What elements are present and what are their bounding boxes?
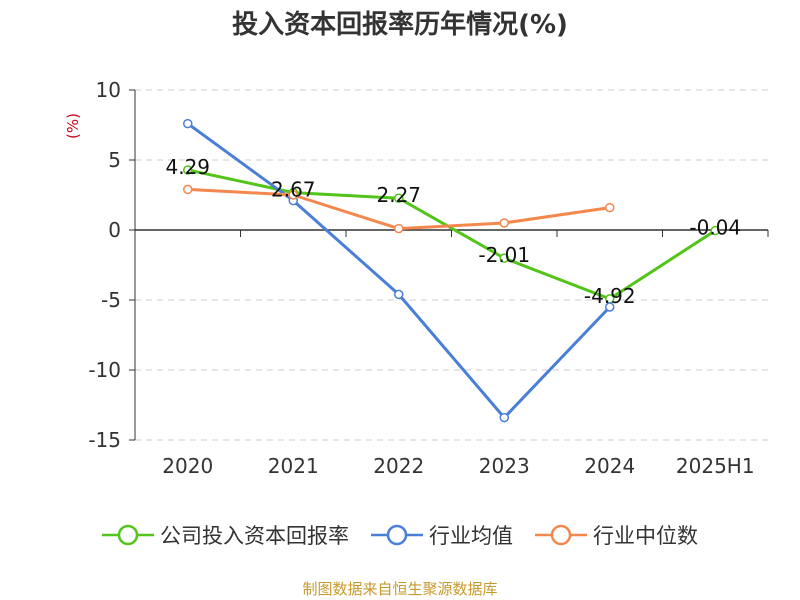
y-tick-label: -5 (101, 288, 121, 312)
data-point (183, 165, 193, 175)
legend-item[interactable]: 公司投入资本回报率 (102, 520, 349, 550)
y-tick-label: 0 (108, 218, 121, 242)
x-tick-label: 2025H1 (676, 454, 755, 478)
source-note: 制图数据来自恒生聚源数据库 (302, 580, 498, 598)
gridlines (135, 89, 768, 441)
series-lines (186, 122, 717, 420)
data-point (499, 253, 509, 263)
x-tick-label: 2023 (479, 454, 530, 478)
legend-marker-icon (371, 524, 423, 546)
series-line-1 (186, 122, 611, 420)
legend-item[interactable]: 行业中位数 (535, 520, 698, 550)
data-labels: 4.29 2.67 2.27 -2.01 -4.92 -0.04 (165, 155, 741, 308)
data-label: -4.92 (584, 284, 636, 308)
data-label: 4.29 (165, 155, 210, 179)
legend-item[interactable]: 行业均值 (371, 520, 513, 550)
data-point (499, 412, 509, 423)
legend-marker-icon (535, 524, 587, 546)
y-tick-label: -10 (88, 358, 121, 382)
chart-title: 投入资本回报率历年情况(%) (232, 10, 568, 40)
y-tick-label: 5 (108, 148, 121, 172)
data-point (288, 190, 298, 200)
data-label: -0.04 (689, 216, 741, 240)
legend: 公司投入资本回报率 行业均值 行业中位数 (0, 520, 800, 550)
y-tick-label: -15 (88, 428, 121, 452)
data-point (183, 184, 193, 195)
x-tick-label: 2022 (373, 454, 424, 478)
series-points (183, 118, 720, 423)
x-tick-label: 2020 (162, 454, 213, 478)
y-axis-label: (%) (64, 113, 82, 139)
legend-label: 行业均值 (429, 524, 513, 548)
legend-marker-icon (102, 524, 154, 546)
data-point (499, 218, 509, 228)
data-point (605, 202, 615, 213)
y-tick-label: 10 (96, 78, 121, 102)
data-label: 2.67 (271, 178, 316, 202)
x-tick-label: 2024 (584, 454, 635, 478)
data-point (394, 223, 404, 234)
data-label: 2.27 (376, 183, 421, 207)
data-point (183, 118, 193, 129)
data-point (394, 193, 404, 203)
data-point (710, 225, 720, 236)
data-label: -2.01 (478, 243, 530, 267)
axes: 10 5 0 -5 -10 -15 2020 2021 2022 2023 2024 2025H1 (%… (64, 78, 769, 478)
data-point (394, 289, 404, 300)
data-point (605, 302, 615, 312)
legend-label: 公司投入资本回报率 (160, 524, 349, 548)
legend-label: 行业中位数 (593, 524, 698, 548)
x-tick-label: 2021 (268, 454, 319, 478)
